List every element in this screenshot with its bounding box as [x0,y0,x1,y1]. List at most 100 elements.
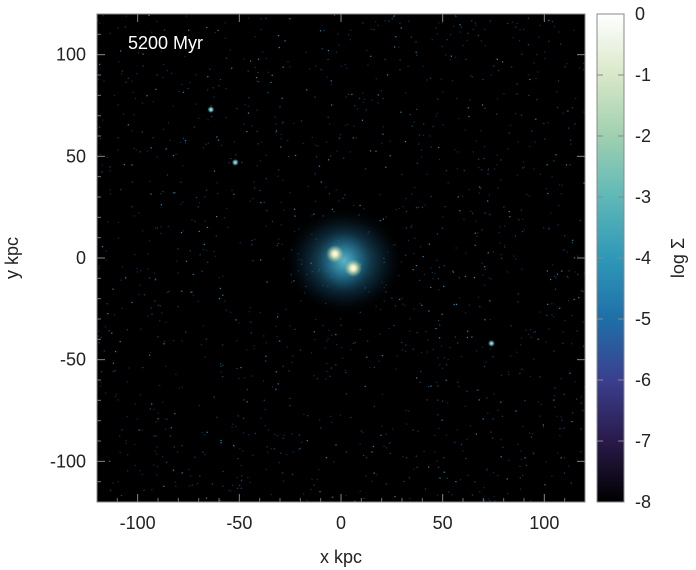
noise-particle [471,494,473,496]
noise-particle [451,80,454,82]
noise-particle [445,54,447,56]
noise-particle [571,107,573,109]
noise-particle [316,378,319,380]
noise-particle [204,220,206,222]
noise-particle [479,491,481,493]
noise-particle [546,164,548,166]
noise-particle [107,221,109,223]
noise-particle [352,137,354,139]
colorbar-ticks [597,13,624,503]
noise-particle [497,98,499,100]
noise-particle [162,401,164,403]
noise-particle [309,68,311,70]
noise-particle [554,406,556,408]
noise-particle [378,360,380,362]
noise-particle [195,74,197,76]
noise-particle [180,232,183,234]
noise-particle [534,331,537,333]
noise-particle [544,484,546,486]
noise-particle [156,474,158,476]
noise-particle [570,143,572,145]
noise-particle [105,392,107,394]
noise-particle [318,165,321,167]
noise-particle [119,341,121,343]
noise-particle [438,289,440,291]
noise-particle [498,69,500,72]
noise-particle [445,434,447,436]
noise-particle [273,448,275,450]
noise-particle [416,377,418,379]
noise-particle [560,378,562,380]
noise-particle [113,94,116,96]
noise-particle [111,332,113,334]
colorbar-tick-label: -8 [635,492,651,512]
noise-particle [449,34,452,36]
noise-particle [462,450,464,452]
noise-particle [174,481,176,483]
noise-particle [480,40,482,42]
noise-particle [328,193,330,195]
noise-particle [243,417,245,419]
noise-particle [275,371,277,373]
noise-particle [217,192,219,195]
noise-particle [553,316,555,318]
noise-particle [409,318,411,320]
noise-particle [294,328,296,330]
noise-particle [465,58,467,60]
noise-particle [327,58,329,61]
noise-particle [488,277,490,279]
noise-particle [567,277,569,279]
noise-particle [566,275,569,277]
noise-particle [415,265,417,267]
noise-particle [434,451,436,453]
noise-particle [237,415,239,417]
noise-particle [216,136,218,138]
noise-particle [292,451,294,453]
noise-particle [338,44,340,46]
noise-particle [279,106,281,108]
noise-particle [326,141,328,143]
noise-particle [539,173,542,175]
noise-particle [409,330,411,332]
noise-particle [371,480,373,482]
noise-particle [121,429,123,431]
noise-particle [583,182,585,184]
noise-particle [517,141,519,143]
noise-particle [362,431,364,433]
noise-particle [568,127,570,129]
noise-particle [381,142,383,144]
noise-particle [109,489,112,491]
noise-particle [395,36,397,38]
noise-particle [381,393,384,396]
noise-particle [166,291,169,293]
noise-particle [375,78,377,80]
noise-particle [137,271,139,273]
noise-particle [163,341,166,343]
noise-particle [362,22,364,24]
noise-particle [282,121,284,123]
noise-particle [401,297,403,299]
noise-particle [437,399,439,401]
noise-particle [256,109,258,111]
noise-particle [362,101,364,104]
noise-particle [266,209,268,212]
noise-particle [515,410,517,412]
noise-particle [103,80,105,82]
noise-particle [271,220,273,222]
noise-particle [547,122,549,124]
noise-particle [553,395,556,397]
noise-particle [256,165,258,167]
noise-particle [117,399,119,401]
noise-particle [487,412,489,414]
noise-particle [548,19,550,22]
noise-particle [436,460,438,462]
noise-particle [220,363,222,365]
noise-particle [455,56,457,58]
noise-particle [428,243,430,245]
noise-particle [109,189,111,191]
noise-particle [576,330,578,332]
noise-particle [531,130,533,132]
density-map [96,13,586,503]
noise-particle [564,319,566,321]
noise-particle [474,232,476,234]
